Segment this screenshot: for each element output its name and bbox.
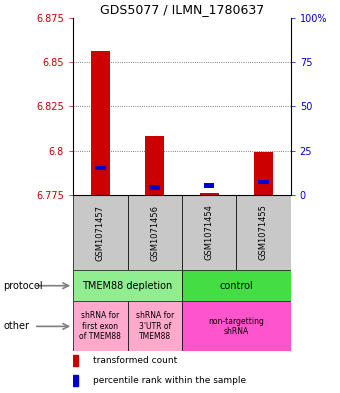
- Text: GSM1071455: GSM1071455: [259, 205, 268, 261]
- Bar: [150, 185, 160, 190]
- Text: protocol: protocol: [3, 281, 43, 291]
- Bar: [73, 375, 78, 386]
- Bar: [91, 51, 110, 195]
- Bar: [236, 195, 291, 270]
- Bar: [254, 152, 273, 195]
- Bar: [73, 355, 78, 366]
- Text: shRNA for
first exon
of TMEM88: shRNA for first exon of TMEM88: [79, 312, 121, 341]
- Text: GSM1071454: GSM1071454: [205, 205, 214, 261]
- Text: GSM1071456: GSM1071456: [150, 204, 159, 261]
- Bar: [182, 270, 291, 301]
- Bar: [200, 193, 219, 195]
- Bar: [145, 136, 164, 195]
- Text: GSM1071457: GSM1071457: [96, 204, 105, 261]
- Bar: [204, 184, 214, 188]
- Text: TMEM88 depletion: TMEM88 depletion: [82, 281, 173, 291]
- Text: percentile rank within the sample: percentile rank within the sample: [93, 376, 246, 385]
- Bar: [73, 270, 182, 301]
- Text: non-targetting
shRNA: non-targetting shRNA: [208, 317, 264, 336]
- Text: shRNA for
3'UTR of
TMEM88: shRNA for 3'UTR of TMEM88: [136, 312, 174, 341]
- Bar: [182, 301, 291, 351]
- Bar: [95, 166, 105, 170]
- Bar: [128, 301, 182, 351]
- Text: GDS5077 / ILMN_1780637: GDS5077 / ILMN_1780637: [100, 3, 264, 16]
- Bar: [182, 195, 236, 270]
- Text: other: other: [3, 321, 29, 331]
- Text: transformed count: transformed count: [93, 356, 177, 365]
- Bar: [73, 301, 128, 351]
- Text: control: control: [219, 281, 253, 291]
- Bar: [258, 180, 269, 184]
- Bar: [73, 195, 128, 270]
- Bar: [128, 195, 182, 270]
